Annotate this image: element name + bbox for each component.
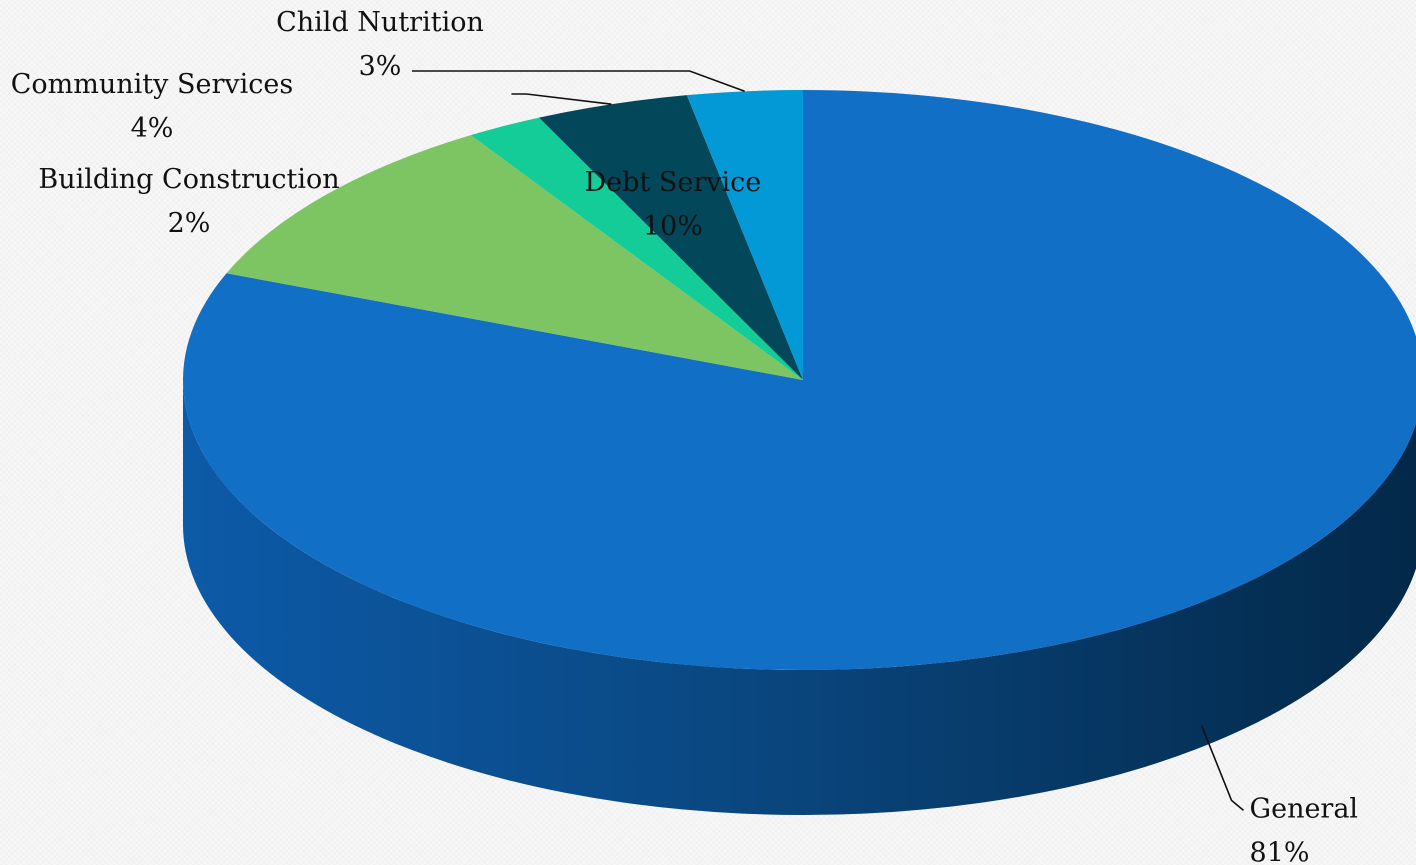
pie-slice-community-services: [539, 95, 803, 381]
pie-slices: [183, 90, 1416, 670]
slice-label-debt-service: Debt Service: [585, 167, 762, 198]
slice-value-building-construction: 2%: [168, 208, 211, 239]
slice-label-general: General: [1250, 793, 1359, 824]
pie-slice-child-nutrition: [686, 90, 803, 380]
slice-label-community-services: Community Services: [11, 69, 293, 100]
slice-value-general: 81%: [1250, 837, 1310, 865]
pie-side-wall-face: [183, 380, 1416, 815]
leader-lines: [412, 70, 1245, 812]
slice-label-building-construction: Building Construction: [38, 164, 339, 195]
pie-side-wall: [183, 380, 1416, 815]
leader-line-child-nutrition: [412, 70, 745, 93]
slice-value-child-nutrition: 3%: [359, 51, 402, 82]
slice-label-child-nutrition: Child Nutrition: [276, 7, 484, 38]
pie-slice-debt-service: [226, 135, 803, 380]
pie-slice-building-construction: [470, 117, 803, 380]
leader-line-community-services: [511, 93, 612, 105]
slice-value-community-services: 4%: [131, 113, 174, 144]
slice-labels: General 81% Debt Service 10% Child Nutrition…: [11, 7, 1358, 865]
leader-line-general: [1200, 725, 1245, 812]
pie-slice-general: [183, 90, 1416, 670]
slice-value-debt-service: 10%: [643, 211, 703, 242]
